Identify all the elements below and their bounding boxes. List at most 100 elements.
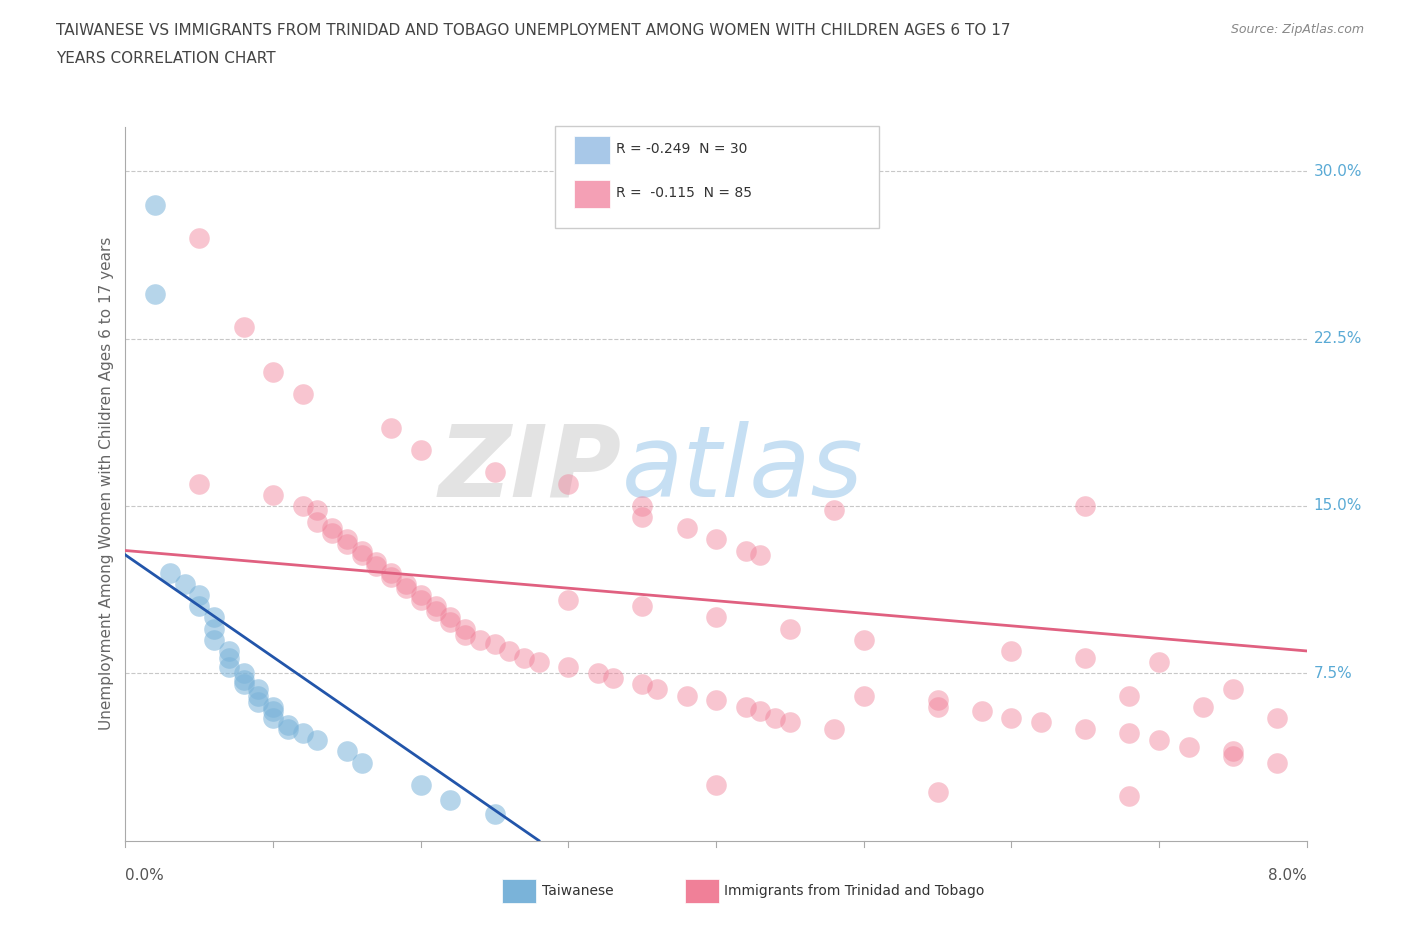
Point: [704, 777, 727, 792]
Text: 8.0%: 8.0%: [1268, 869, 1306, 883]
Point: [232, 666, 254, 681]
Point: [1222, 682, 1244, 697]
Point: [247, 688, 270, 703]
Point: [1222, 749, 1244, 764]
Point: [439, 610, 461, 625]
Point: [321, 521, 343, 536]
Point: [409, 777, 432, 792]
Text: YEARS CORRELATION CHART: YEARS CORRELATION CHART: [56, 51, 276, 66]
Text: ZIP: ZIP: [439, 420, 621, 518]
Point: [1118, 688, 1140, 703]
Point: [218, 650, 240, 665]
Point: [1147, 655, 1170, 670]
Point: [1000, 644, 1022, 658]
Point: [409, 588, 432, 603]
Point: [262, 711, 284, 725]
Point: [823, 503, 845, 518]
Point: [1265, 755, 1288, 770]
Point: [350, 548, 373, 563]
Point: [1118, 789, 1140, 804]
Text: 7.5%: 7.5%: [1313, 666, 1353, 681]
Point: [527, 655, 550, 670]
Point: [202, 621, 225, 636]
Point: [1074, 722, 1097, 737]
Point: [366, 554, 388, 569]
Point: [307, 503, 329, 518]
Point: [143, 197, 166, 212]
Point: [927, 693, 949, 708]
Point: [763, 711, 786, 725]
Y-axis label: Unemployment Among Women with Children Ages 6 to 17 years: Unemployment Among Women with Children A…: [100, 237, 114, 730]
Point: [336, 744, 359, 759]
Point: [631, 677, 654, 692]
Point: [395, 581, 418, 596]
Text: R = -0.249  N = 30: R = -0.249 N = 30: [616, 141, 747, 156]
Point: [202, 610, 225, 625]
Point: [602, 671, 624, 685]
Point: [852, 688, 875, 703]
Point: [247, 682, 270, 697]
Point: [188, 588, 211, 603]
Point: [927, 784, 949, 799]
Text: atlas: atlas: [621, 420, 863, 518]
Text: TAIWANESE VS IMMIGRANTS FROM TRINIDAD AND TOBAGO UNEMPLOYMENT AMONG WOMEN WITH C: TAIWANESE VS IMMIGRANTS FROM TRINIDAD AN…: [56, 23, 1011, 38]
Text: 30.0%: 30.0%: [1313, 164, 1362, 179]
Point: [498, 644, 520, 658]
Point: [439, 615, 461, 630]
Point: [262, 699, 284, 714]
Point: [675, 521, 697, 536]
Text: 15.0%: 15.0%: [1313, 498, 1362, 513]
Point: [350, 755, 373, 770]
Point: [675, 688, 697, 703]
Point: [277, 717, 299, 732]
Point: [188, 231, 211, 246]
Point: [557, 476, 579, 491]
Point: [409, 443, 432, 458]
Point: [218, 644, 240, 658]
Point: [277, 722, 299, 737]
Point: [823, 722, 845, 737]
Point: [291, 498, 314, 513]
Point: [1118, 726, 1140, 741]
Point: [1222, 744, 1244, 759]
Point: [749, 548, 772, 563]
Point: [645, 682, 668, 697]
Point: [321, 525, 343, 540]
Point: [247, 695, 270, 710]
Point: [557, 592, 579, 607]
Text: 22.5%: 22.5%: [1313, 331, 1362, 346]
Point: [439, 793, 461, 808]
Point: [1147, 733, 1170, 748]
Point: [557, 659, 579, 674]
Point: [454, 621, 477, 636]
Point: [232, 320, 254, 335]
Point: [262, 704, 284, 719]
Point: [734, 543, 756, 558]
Point: [631, 510, 654, 525]
Point: [779, 621, 801, 636]
Point: [734, 699, 756, 714]
Point: [484, 465, 506, 480]
Point: [1029, 715, 1052, 730]
Point: [1265, 711, 1288, 725]
Point: [425, 599, 447, 614]
Text: R =  -0.115  N = 85: R = -0.115 N = 85: [616, 186, 752, 201]
Point: [202, 632, 225, 647]
Point: [749, 704, 772, 719]
Point: [173, 577, 195, 591]
Point: [380, 570, 402, 585]
Point: [188, 476, 211, 491]
Point: [291, 387, 314, 402]
Text: Immigrants from Trinidad and Tobago: Immigrants from Trinidad and Tobago: [724, 884, 984, 897]
Point: [454, 628, 477, 643]
Point: [262, 487, 284, 502]
Point: [291, 726, 314, 741]
Point: [262, 365, 284, 379]
Point: [468, 632, 491, 647]
Point: [484, 637, 506, 652]
Point: [307, 733, 329, 748]
Point: [425, 604, 447, 618]
Point: [852, 632, 875, 647]
Point: [484, 806, 506, 821]
Point: [631, 498, 654, 513]
